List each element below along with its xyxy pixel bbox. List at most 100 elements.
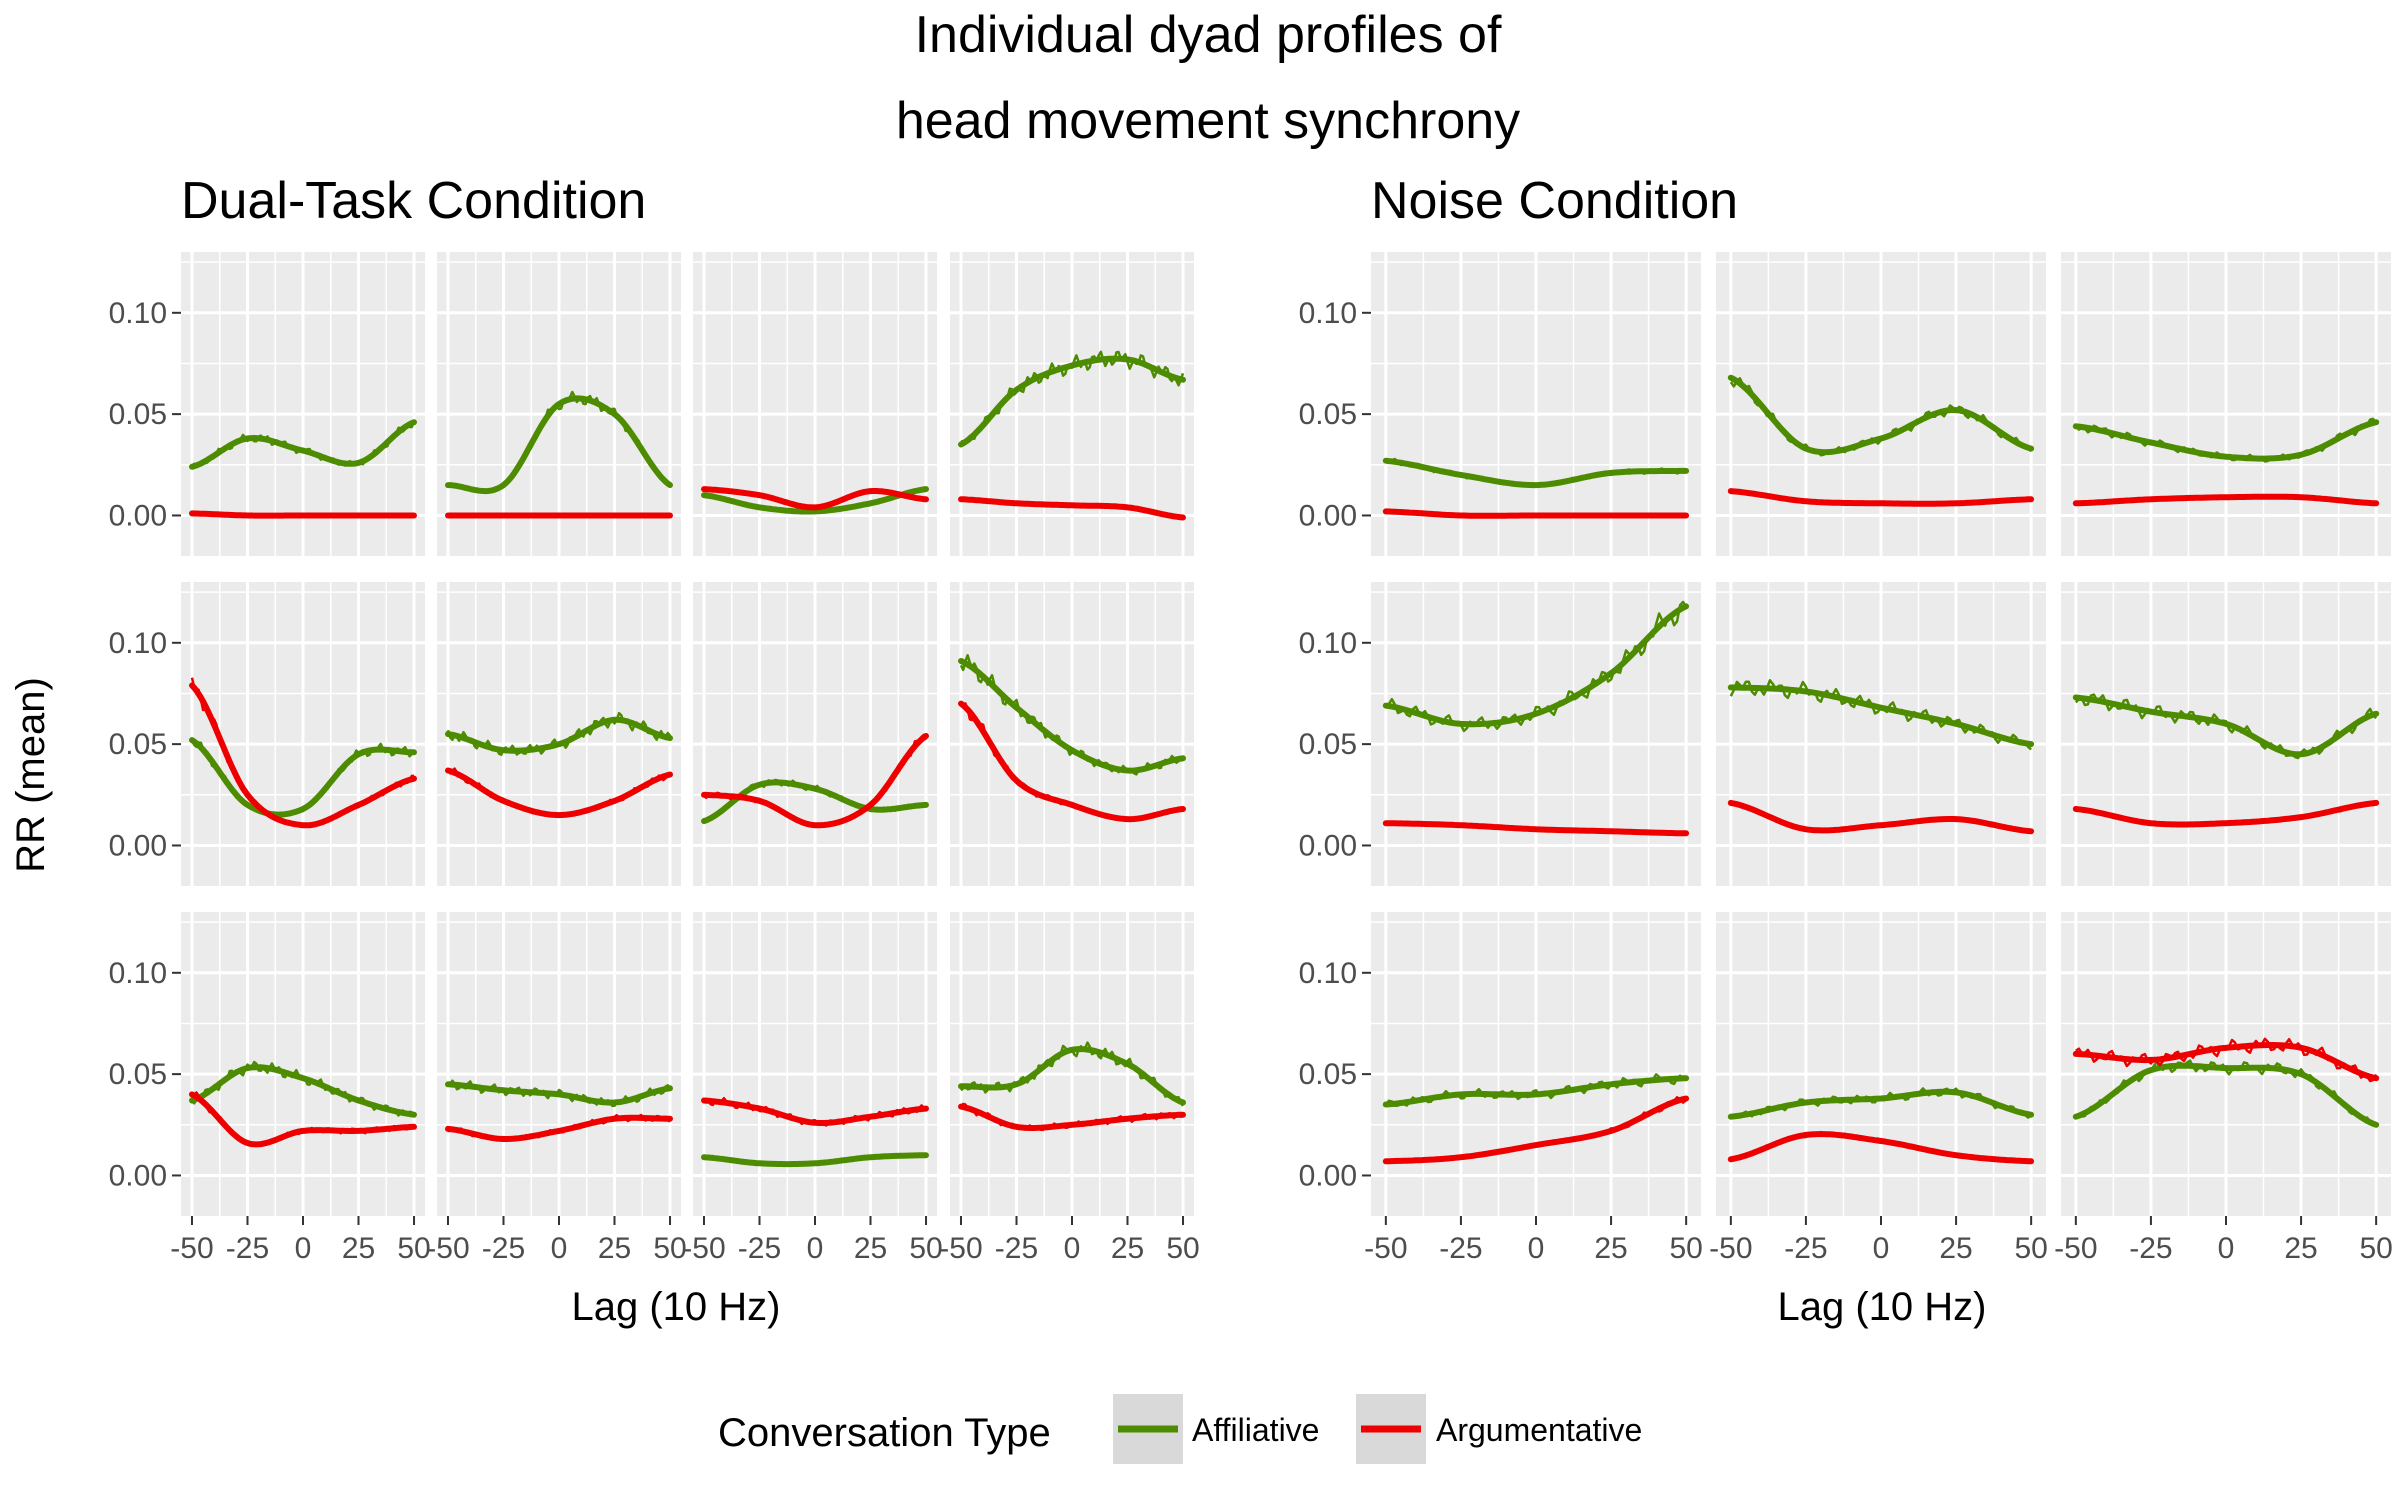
y-tick-label: 0.05 [109,728,167,761]
series-smooth-argumentative [445,1114,673,1142]
series-smooth-affiliative [189,737,417,818]
legend-label-argumentative: Argumentative [1436,1412,1642,1448]
x-tick-label: 25 [342,1232,375,1265]
x-tick-label: 50 [1669,1232,1702,1265]
series-smooth-affiliative [445,1081,673,1106]
x-tick-label: 50 [2359,1232,2392,1265]
x-tick-label: -50 [939,1232,982,1265]
x-axis-title-noise: Lag (10 Hz) [1778,1285,1987,1329]
series-smooth-argumentative [1382,1095,1690,1165]
legend: Conversation Type Affiliative Argumentat… [718,1394,1642,1464]
x-tick-label: 0 [295,1232,312,1265]
y-tick-label: 0.10 [1299,297,1357,330]
y-tick-label: 0.05 [109,1058,167,1091]
panel-noise-2-1: 0.00 0.05 0.10 [1299,582,1701,886]
x-tick-label: 50 [1166,1232,1199,1265]
x-tick-label: 50 [397,1232,430,1265]
panel-dual-task-2-3 [693,582,937,886]
y-axis-title: RR (mean) [9,677,53,873]
group-title-dual-task: Dual-Task Condition [181,172,646,230]
x-tick-label: 50 [2014,1232,2047,1265]
x-tick-label: 0 [1528,1232,1545,1265]
panel-noise-2-2 [1716,582,2046,886]
y-tick-label: 0.10 [1299,957,1357,990]
x-tick-label: 0 [551,1232,568,1265]
legend-entry-argumentative: Argumentative [1356,1394,1642,1464]
y-tick-label: 0.05 [109,398,167,431]
series-smooth-argumentative [1727,488,2035,507]
series-smooth-affiliative [2072,419,2380,462]
series-smooth-argumentative [1382,820,1690,837]
y-tick-label: 0.10 [109,297,167,330]
series-smooth-argumentative [2072,493,2380,507]
series-smooth-argumentative [701,1097,929,1126]
x-tick-label: 25 [1594,1232,1627,1265]
x-tick-label: 0 [1873,1232,1890,1265]
panel-dual-task-2-4 [950,582,1194,886]
panel-dual-task-3-4: -50 -25 0 25 50 [939,912,1200,1265]
x-tick-label: -25 [1784,1232,1827,1265]
series-smooth-affiliative [189,1064,417,1118]
x-axis-title-dual-task: Lag (10 Hz) [572,1285,781,1329]
x-tick-label: -50 [1709,1232,1752,1265]
y-tick-label: 0.00 [109,499,167,532]
series-smooth-argumentative [2072,799,2380,828]
x-tick-label: -50 [1364,1232,1407,1265]
x-tick-label: 50 [653,1232,686,1265]
legend-label-affiliative: Affiliative [1192,1412,1319,1448]
series-smooth-argumentative [701,733,929,829]
x-tick-label: 25 [598,1232,631,1265]
series-smooth-affiliative [958,355,1186,448]
y-tick-label: 0.00 [109,829,167,862]
y-tick-label: 0.05 [1299,728,1357,761]
x-tick-label: 0 [1064,1232,1081,1265]
x-tick-label: -25 [482,1232,525,1265]
series-smooth-argumentative [958,1103,1186,1131]
panels-layer: 0.000.050.100.000.050.100.000.050.10-50-… [109,252,2393,1265]
y-tick-label: 0.00 [1299,1159,1357,1192]
chart-title-line-2: head movement synchrony [896,92,1520,150]
series-smooth-argumentative [189,682,417,829]
x-tick-label: 50 [909,1232,942,1265]
series-smooth-affiliative [1382,603,1690,728]
series-smooth-argumentative [2072,1042,2380,1082]
x-tick-label: 25 [1939,1232,1972,1265]
x-tick-label: -25 [1439,1232,1482,1265]
series-smooth-affiliative [2072,1062,2380,1128]
x-tick-label: -50 [426,1232,469,1265]
series-smooth-argumentative [958,496,1186,521]
y-tick-label: 0.05 [1299,1058,1357,1091]
series-smooth-argumentative [189,510,417,519]
panel-noise-3-3: -50 -25 0 25 50 [2054,912,2393,1265]
panel-dual-task-1-3 [693,252,937,556]
series-smooth-affiliative [2072,694,2380,758]
series-smooth-affiliative [1727,374,2035,456]
y-tick-label: 0.10 [109,957,167,990]
y-tick-label: 0.00 [1299,829,1357,862]
panel-dual-task-2-1: 0.00 0.05 0.10 [109,582,425,886]
x-tick-label: 25 [1111,1232,1144,1265]
panel-dual-task-3-3: -50 -25 0 25 50 [682,912,943,1265]
panel-dual-task-2-2 [437,582,681,886]
series-smooth-argumentative [445,767,673,819]
y-tick-label: 0.10 [109,627,167,660]
x-tick-label: 25 [854,1232,887,1265]
legend-title: Conversation Type [718,1411,1051,1455]
series-smooth-argumentative [1382,508,1690,519]
series-smooth-affiliative [958,658,1186,774]
series-smooth-affiliative [701,486,929,515]
panel-noise-3-2: -50 -25 0 25 50 [1709,912,2048,1265]
y-tick-label: 0.05 [1299,398,1357,431]
series-smooth-argumentative [189,1091,417,1148]
group-title-noise: Noise Condition [1371,172,1738,230]
panel-dual-task-1-2 [437,252,681,556]
x-tick-label: -25 [2129,1232,2172,1265]
y-tick-label: 0.10 [1299,627,1357,660]
series-smooth-affiliative [445,716,673,754]
series-smooth-argumentative [701,486,929,511]
x-tick-label: 0 [807,1232,824,1265]
panel-dual-task-1-4 [950,252,1194,556]
x-tick-label: -25 [738,1232,781,1265]
panel-noise-1-3 [2061,252,2391,556]
series-smooth-affiliative [445,395,673,495]
